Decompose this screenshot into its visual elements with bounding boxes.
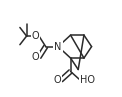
Text: O: O bbox=[31, 31, 39, 41]
Text: N: N bbox=[54, 42, 62, 52]
Text: O: O bbox=[31, 52, 39, 62]
Text: N: N bbox=[54, 42, 62, 52]
Text: HO: HO bbox=[80, 75, 95, 85]
Text: O: O bbox=[53, 75, 61, 85]
